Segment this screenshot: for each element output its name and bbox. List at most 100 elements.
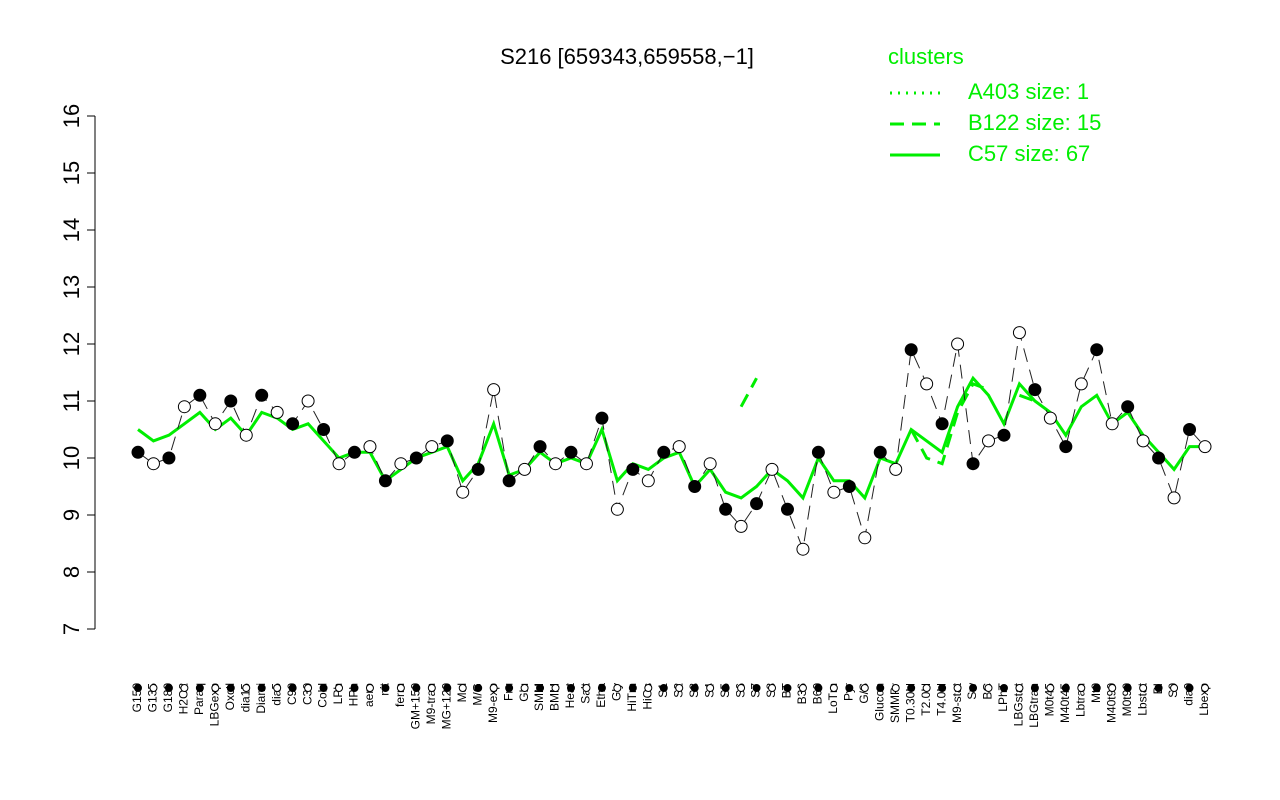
data-point	[1183, 423, 1197, 436]
x-tick-marker	[690, 684, 699, 692]
x-tick-marker	[520, 684, 529, 692]
cluster-line	[909, 382, 990, 466]
x-tick-marker	[907, 684, 916, 692]
x-tick-marker	[1108, 684, 1117, 692]
x-tick-marker	[1201, 684, 1209, 692]
x-tick-marker	[149, 684, 158, 692]
legend-label: A403 size: 1	[968, 79, 1089, 104]
data-point	[549, 457, 563, 471]
data-point	[1074, 377, 1088, 391]
data-point	[456, 485, 470, 499]
data-line	[137, 332, 1206, 552]
data-point	[873, 445, 887, 459]
data-point	[1105, 417, 1119, 431]
x-tick-marker	[1015, 684, 1024, 692]
data-point	[425, 440, 439, 454]
data-point	[286, 417, 300, 431]
x-tick-marker	[273, 684, 282, 692]
x-tick-marker	[1170, 684, 1179, 692]
data-point	[1136, 434, 1150, 448]
x-tick-marker	[814, 684, 823, 692]
x-tick-marker	[1077, 684, 1086, 692]
data-point	[1012, 326, 1026, 340]
x-tick-marker	[566, 684, 575, 692]
data-point	[363, 440, 377, 454]
x-tick-marker	[180, 684, 189, 692]
x-tick-marker	[953, 684, 962, 692]
y-tick-label: 15	[59, 161, 84, 185]
data-point	[162, 451, 176, 465]
x-tick-marker	[675, 684, 684, 692]
x-tick-marker	[396, 684, 405, 692]
data-point	[1090, 343, 1104, 357]
data-point	[811, 445, 825, 459]
x-tick-marker	[1061, 684, 1070, 692]
data-point	[270, 405, 284, 419]
x-tick-marker	[628, 684, 637, 692]
x-tick-marker	[551, 684, 560, 692]
x-tick-marker	[938, 684, 947, 692]
data-point	[533, 440, 547, 454]
x-tick-marker	[381, 684, 390, 692]
x-tick-marker	[1139, 684, 1148, 692]
data-point	[177, 400, 191, 414]
x-tick-marker	[458, 684, 467, 692]
data-point	[1121, 400, 1135, 414]
x-tick-marker	[721, 684, 730, 692]
x-tick-marker	[257, 684, 266, 692]
x-tick-marker	[1046, 684, 1055, 692]
x-tick-marker	[1185, 684, 1194, 692]
data-point	[982, 434, 996, 448]
data-point	[239, 428, 253, 442]
x-tick-label: GM+150	[409, 683, 423, 730]
y-tick-label: 10	[59, 446, 84, 470]
x-tick-marker	[1123, 684, 1132, 692]
data-point	[657, 445, 671, 459]
x-tick-label: T0.30H	[903, 683, 917, 722]
x-tick-marker	[845, 684, 854, 692]
x-tick-marker	[891, 684, 900, 692]
y-tick-label: 11	[59, 390, 84, 413]
data-point	[966, 457, 980, 471]
data-point	[920, 377, 934, 391]
x-tick-label: T2.0H	[919, 683, 933, 716]
data-point	[409, 451, 423, 465]
data-point	[1198, 440, 1212, 454]
x-tick-label: SMMPr	[888, 683, 902, 723]
data-point	[332, 457, 346, 471]
x-tick-marker	[164, 684, 173, 692]
x-tick-marker	[783, 684, 792, 692]
data-point	[780, 502, 794, 516]
x-tick-label: M9-tran	[424, 683, 438, 724]
x-tick-marker	[304, 684, 313, 692]
data-point	[1028, 383, 1042, 397]
data-point	[997, 428, 1011, 442]
x-tick-marker	[922, 684, 931, 692]
data-point	[904, 343, 918, 357]
data-point	[502, 474, 516, 488]
x-tick-marker	[1030, 684, 1039, 692]
data-point	[394, 457, 408, 471]
x-tick-label: M0t90	[1120, 683, 1134, 717]
data-point	[378, 474, 392, 488]
x-tick-marker	[242, 684, 251, 692]
x-tick-label: LBGstat	[1012, 682, 1026, 726]
y-tick-label: 7	[59, 623, 84, 635]
x-tick-marker	[798, 684, 807, 692]
data-point	[858, 531, 872, 545]
x-tick-label: Paraq	[192, 683, 206, 715]
data-point	[796, 542, 810, 556]
x-tick-label: M40t90	[1104, 683, 1118, 723]
data-point	[734, 519, 748, 533]
data-point	[301, 394, 315, 408]
data-point	[579, 457, 593, 471]
cluster-line	[739, 377, 758, 408]
x-tick-label: LBGexp	[207, 683, 221, 727]
x-tick-marker	[443, 684, 452, 692]
x-tick-marker	[288, 684, 297, 692]
x-tick-marker	[226, 684, 235, 692]
x-tick-marker	[505, 684, 514, 692]
x-tick-label: M0t45	[1043, 683, 1057, 717]
data-point	[765, 462, 779, 476]
x-tick-marker	[335, 684, 344, 692]
